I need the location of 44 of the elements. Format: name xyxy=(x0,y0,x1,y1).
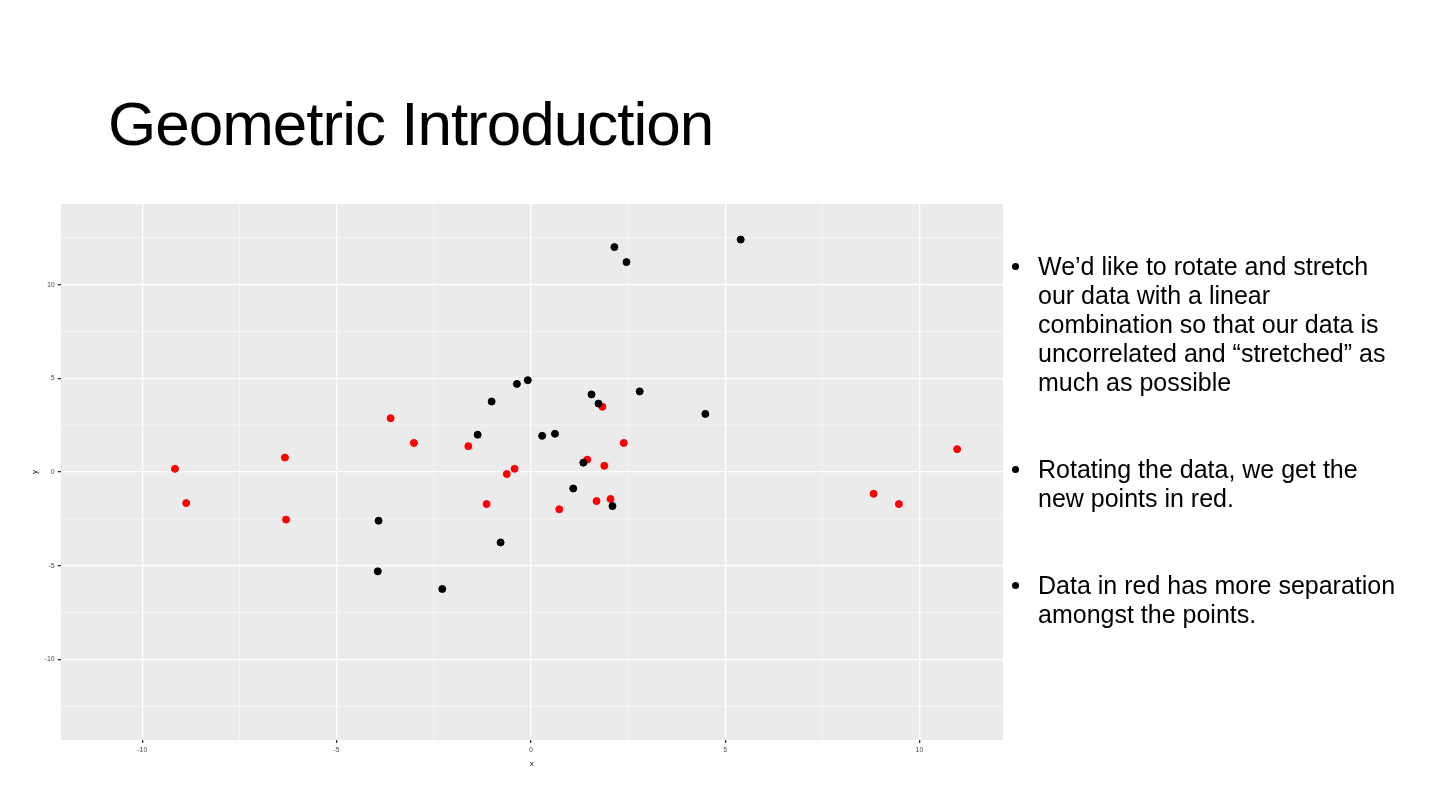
x-axis-title: x xyxy=(529,759,534,769)
point xyxy=(619,438,628,447)
point xyxy=(386,414,395,423)
point xyxy=(606,494,615,503)
point xyxy=(374,516,383,525)
point xyxy=(587,390,596,399)
text: Rotating the data, we get the new points in red. xyxy=(1037,455,1359,513)
point xyxy=(701,409,710,418)
point xyxy=(482,500,491,509)
point xyxy=(869,489,878,498)
point xyxy=(409,438,418,447)
point xyxy=(502,470,511,479)
text: We’d like to rotate and stretch our data with a linear combination so that our data is uncorrelated and “stretched” as much as possible xyxy=(1037,252,1387,397)
point xyxy=(635,387,644,396)
point xyxy=(182,499,191,508)
point xyxy=(473,430,482,439)
point xyxy=(373,567,382,576)
point xyxy=(280,453,289,462)
point xyxy=(512,379,521,388)
point xyxy=(464,442,473,451)
point xyxy=(282,515,291,524)
point xyxy=(550,429,559,438)
point xyxy=(555,505,564,514)
text: Data in red has more separation amongst the points. xyxy=(1037,571,1397,629)
point xyxy=(894,500,903,509)
point xyxy=(496,538,505,547)
point xyxy=(438,584,447,593)
point xyxy=(523,376,532,385)
chart-title: Geometric Introduction xyxy=(108,88,714,159)
point xyxy=(170,464,179,473)
point xyxy=(608,502,617,511)
point xyxy=(953,445,962,454)
point xyxy=(510,464,519,473)
point xyxy=(622,258,631,267)
point xyxy=(610,243,619,252)
point xyxy=(592,497,601,506)
point xyxy=(594,399,603,408)
point xyxy=(579,458,588,467)
point xyxy=(538,431,547,440)
point xyxy=(487,397,496,406)
point xyxy=(600,461,609,470)
point xyxy=(736,235,745,244)
y-axis-title: y xyxy=(30,470,39,474)
point xyxy=(569,484,578,493)
